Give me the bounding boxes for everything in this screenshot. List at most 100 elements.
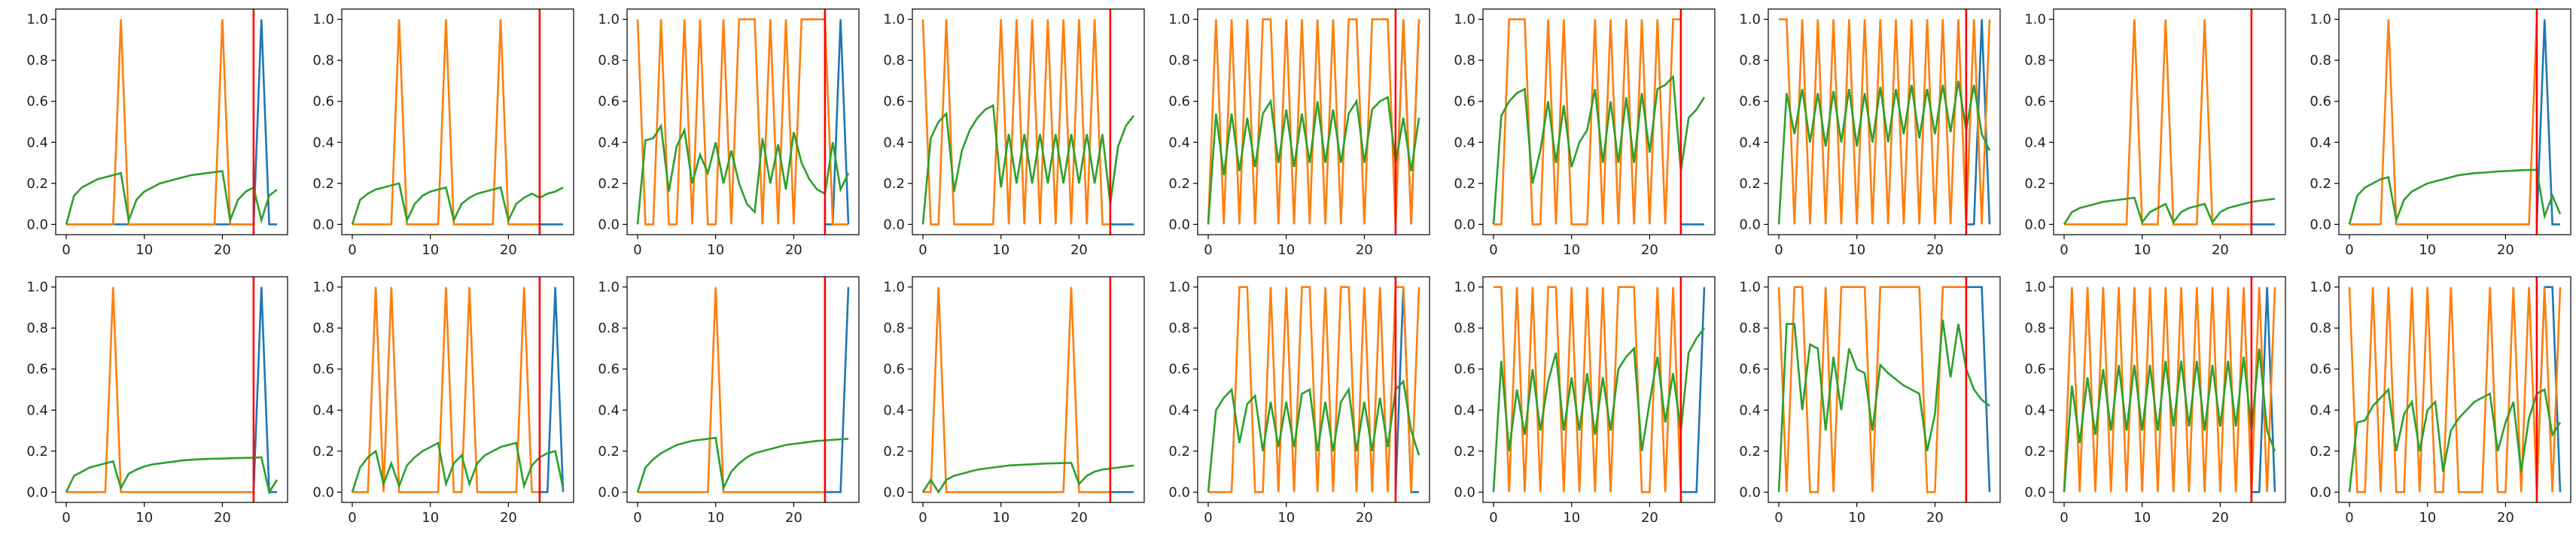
x-tick-label: 0	[633, 242, 641, 258]
series-line-1	[1965, 286, 1991, 493]
series-line-1	[824, 287, 850, 493]
series-group	[65, 9, 278, 235]
y-tick-label: 0.2	[2310, 444, 2331, 460]
subplot-17: 0 10 20 0.0 0.2 0.4 0.6 0.8 1.0	[2024, 276, 2286, 526]
axes-frame	[2053, 8, 2286, 235]
y-tick-label: 0.2	[26, 444, 48, 460]
y-tick-label: 0.4	[598, 402, 620, 418]
series-group	[921, 9, 1135, 235]
subplot-18: 0 10 20 0.0 0.2 0.4 0.6 0.8 1.0	[2310, 276, 2571, 526]
y-tick-label: 1.0	[1454, 280, 1475, 296]
series-line-3	[921, 462, 1134, 494]
series-line-2	[1777, 286, 1966, 493]
x-tick-label: 20	[2497, 242, 2514, 258]
x-tick-label: 10	[1563, 510, 1580, 526]
y-tick-label: 1.0	[1168, 12, 1190, 28]
y-tick-label: 0.4	[1739, 402, 1761, 418]
x-tick-label: 0	[1774, 510, 1783, 526]
x-tick-label: 20	[214, 510, 231, 526]
x-tick-label: 10	[135, 510, 153, 526]
x-tick-label: 20	[2212, 510, 2229, 526]
y-tick-label: 0.6	[312, 362, 334, 378]
series-line-2	[66, 287, 254, 493]
subplot-12: 0 10 20 0.0 0.2 0.4 0.6 0.8 1.0	[598, 276, 860, 526]
series-line-3	[636, 123, 850, 225]
series-line-3	[1777, 320, 1990, 493]
series-line-2	[2349, 19, 2538, 226]
series-line-2	[352, 19, 540, 226]
y-tick-label: 0.8	[598, 320, 620, 336]
x-tick-label: 10	[422, 510, 439, 526]
x-tick-label: 0	[348, 510, 356, 526]
y-tick-label: 0.2	[1739, 176, 1761, 192]
y-tick-label: 0.0	[598, 484, 620, 500]
series-line-2	[1494, 18, 1681, 226]
series-line-2	[1779, 18, 1991, 225]
x-tick-label: 10	[1277, 242, 1295, 258]
y-tick-label: 0.2	[2310, 176, 2331, 192]
subplot-5: 0 10 20 0.0 0.2 0.4 0.6 0.8 1.0	[1168, 8, 1430, 258]
series-line-3	[2348, 387, 2562, 493]
axes-frame	[2053, 276, 2286, 503]
subplot-8: 0 10 20 0.0 0.2 0.4 0.6 0.8 1.0	[2024, 8, 2286, 258]
y-tick-label: 0.2	[883, 176, 905, 192]
y-tick-label: 0.8	[312, 320, 334, 336]
y-tick-label: 0.0	[598, 217, 620, 232]
y-tick-label: 0.8	[2024, 53, 2046, 68]
y-tick-label: 1.0	[312, 12, 334, 28]
y-tick-label: 0.6	[26, 94, 48, 110]
x-tick-label: 0	[633, 510, 641, 526]
x-tick-label: 0	[1774, 242, 1783, 258]
series-line-1	[252, 287, 277, 493]
series-line-2	[1494, 286, 1682, 493]
y-tick-label: 0.8	[1168, 53, 1190, 68]
y-tick-label: 0.4	[2310, 402, 2331, 418]
y-tick-label: 0.0	[26, 484, 48, 500]
y-tick-label: 0.6	[598, 362, 620, 378]
x-tick-label: 0	[1489, 510, 1497, 526]
series-group	[2348, 9, 2562, 235]
y-tick-label: 0.6	[2310, 94, 2331, 110]
x-tick-label: 20	[785, 510, 802, 526]
y-tick-label: 1.0	[883, 280, 905, 296]
y-tick-label: 0.6	[1168, 362, 1190, 378]
x-tick-label: 20	[1070, 510, 1088, 526]
x-tick-label: 0	[918, 242, 927, 258]
y-tick-label: 0.0	[312, 217, 334, 232]
y-tick-label: 0.2	[2024, 444, 2046, 460]
y-tick-label: 0.6	[1739, 94, 1761, 110]
series-group	[1492, 9, 1706, 235]
x-tick-label: 10	[1848, 510, 1865, 526]
y-tick-label: 0.6	[598, 94, 620, 110]
x-tick-label: 20	[2497, 510, 2514, 526]
y-tick-label: 0.4	[883, 402, 905, 418]
y-tick-label: 0.8	[2310, 53, 2331, 68]
series-line-2	[638, 287, 825, 493]
x-tick-label: 10	[1563, 242, 1580, 258]
axes-frame	[1768, 276, 2001, 503]
y-tick-label: 0.4	[598, 135, 620, 150]
subplot-10: 0 10 20 0.0 0.2 0.4 0.6 0.8 1.0	[26, 276, 288, 526]
series-line-1	[1680, 287, 1706, 493]
subplot-14: 0 10 20 0.0 0.2 0.4 0.6 0.8 1.0	[1168, 276, 1430, 526]
y-tick-label: 0.4	[26, 402, 48, 418]
axes-frame	[2338, 276, 2571, 503]
x-tick-label: 0	[1489, 242, 1497, 258]
x-tick-label: 0	[62, 510, 70, 526]
y-tick-label: 0.8	[883, 53, 905, 68]
y-tick-label: 0.0	[1739, 484, 1761, 500]
y-tick-label: 0.0	[2024, 484, 2046, 500]
y-tick-label: 0.2	[1454, 444, 1475, 460]
y-tick-label: 0.6	[883, 362, 905, 378]
series-line-2	[921, 19, 1110, 226]
x-tick-label: 10	[2133, 242, 2151, 258]
y-tick-label: 0.8	[2310, 320, 2331, 336]
subplot-4: 0 10 20 0.0 0.2 0.4 0.6 0.8 1.0	[883, 8, 1145, 258]
x-tick-label: 0	[1204, 510, 1212, 526]
axes-frame	[626, 8, 860, 235]
series-line-3	[921, 104, 1135, 225]
series-line-3	[2063, 196, 2276, 226]
y-tick-label: 0.6	[26, 362, 48, 378]
series-line-3	[1777, 80, 1991, 225]
series-line-3	[636, 436, 849, 493]
